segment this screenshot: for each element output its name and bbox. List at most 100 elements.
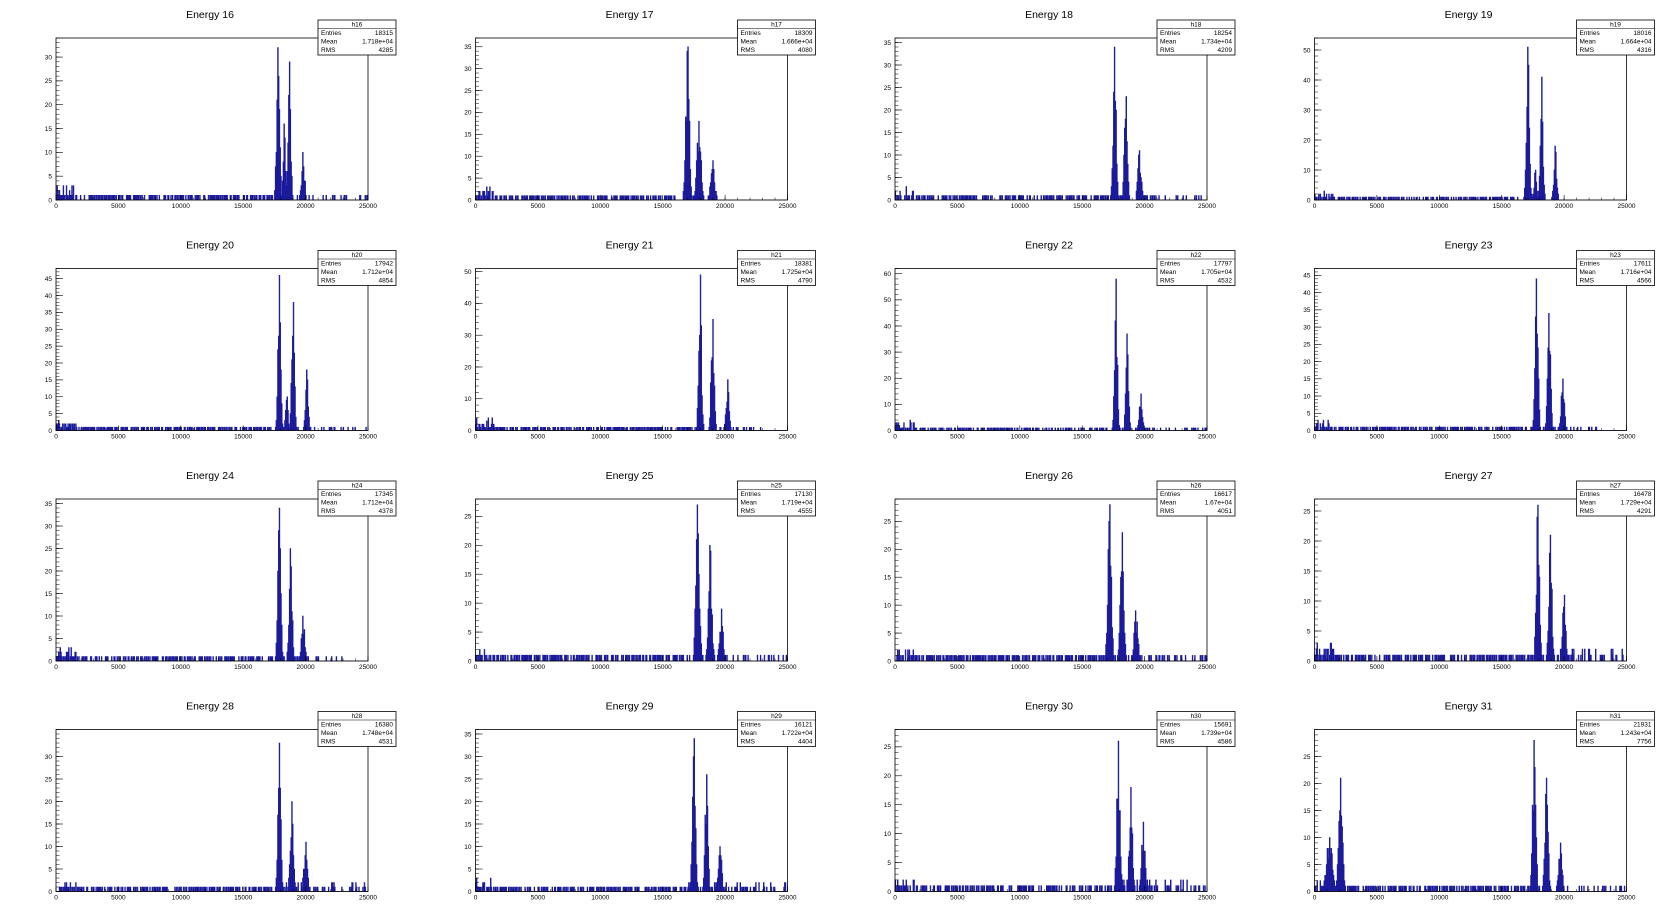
x-tick-label: 0 [54,664,58,671]
x-tick-label: 25000 [1198,895,1216,902]
y-tick-label: 40 [1303,77,1311,84]
y-tick-label: 40 [1303,290,1311,297]
x-tick-label: 15000 [1073,434,1091,441]
stats-rms-value: 4209 [1218,47,1233,54]
x-tick-label: 25000 [1198,434,1216,441]
x-tick-label: 10000 [591,664,609,671]
x-tick-label: 20000 [297,664,315,671]
x-tick-label: 5000 [1370,203,1385,210]
x-tick-label: 20000 [716,434,734,441]
stats-histogram-name: h29 [771,713,782,720]
x-tick-label: 5000 [111,203,126,210]
x-tick-label: 20000 [1136,664,1154,671]
y-tick-label: 25 [1303,342,1311,349]
x-tick-label: 15000 [1493,203,1511,210]
histogram-series [56,742,368,892]
stats-mean-label: Mean [1160,500,1177,507]
stats-histogram-name: h23 [1610,252,1621,259]
y-tick-label: 25 [884,519,892,526]
x-tick-label: 15000 [234,434,252,441]
y-tick-label: 30 [45,54,53,61]
x-tick-label: 10000 [591,895,609,902]
y-tick-label: 5 [468,866,472,873]
histogram-series [55,507,368,662]
chart-title: Energy 23 [1445,240,1493,252]
y-tick-label: 5 [48,173,52,180]
y-tick-label: 5 [887,175,891,182]
chart-title: Energy 31 [1445,701,1493,713]
x-tick-label: 15000 [654,664,672,671]
stats-mean-label: Mean [1580,500,1597,507]
plot-frame [894,498,1208,662]
y-tick-label: 25 [45,776,53,783]
stats-rms-label: RMS [1160,508,1175,515]
y-tick-label: 10 [45,844,53,851]
stats-histogram-name: h20 [352,252,363,259]
y-tick-label: 20 [45,102,53,109]
stats-mean-label: Mean [1580,269,1597,276]
x-tick-label: 10000 [1430,203,1448,210]
plot-frame [475,729,788,892]
y-tick-label: 20 [1303,538,1311,545]
y-tick-label: 5 [1307,411,1311,418]
stats-entries-label: Entries [741,491,762,498]
histogram-series [895,504,1207,662]
x-tick-label: 25000 [359,203,377,210]
x-tick-label: 20000 [1136,203,1154,210]
stats-box: h23 Entries 17611 Mean 1.716e+04 RMS 4566 [1576,250,1655,286]
y-tick-label: 35 [45,501,53,508]
stats-rms-label: RMS [741,47,756,54]
stats-entries-value: 18309 [794,30,812,37]
y-tick-label: 0 [468,658,472,665]
y-tick-label: 30 [45,754,53,761]
x-tick-label: 10000 [1430,895,1448,902]
x-tick-label: 5000 [531,203,546,210]
stats-entries-label: Entries [321,722,342,729]
x-tick-label: 0 [893,434,897,441]
chart-title: Energy 18 [1025,9,1073,21]
histogram-series [1314,278,1627,431]
y-tick-label: 20 [884,547,892,554]
stats-box: h28 Entries 16380 Mean 1.748e+04 RMS 4531 [317,711,397,747]
histogram-panel-h25: Energy 25 0 5 10 15 20 25 0 5000 10000 15000 20000 2… [464,470,816,671]
y-tick-label: 30 [884,349,892,356]
y-tick-label: 0 [1307,428,1311,435]
x-tick-label: 0 [893,664,897,671]
x-tick-label: 10000 [1011,434,1029,441]
y-tick-label: 10 [464,844,472,851]
stats-box: h31 Entries 21931 Mean 1.243e+04 RMS 7756 [1576,711,1655,747]
y-tick-label: 35 [1303,307,1311,314]
y-tick-label: 25 [464,88,472,95]
histogram-series [475,738,788,892]
y-tick-label: 10 [464,396,472,403]
stats-rms-value: 4586 [1218,739,1233,746]
y-tick-label: 40 [884,323,892,330]
stats-mean-label: Mean [741,730,758,737]
y-tick-label: 20 [45,360,53,367]
y-tick-label: 25 [45,343,53,350]
x-tick-label: 15000 [1073,203,1091,210]
y-tick-label: 20 [45,799,53,806]
y-tick-label: 10 [884,831,892,838]
plot-frame [475,498,788,662]
x-tick-label: 20000 [1555,895,1573,902]
stats-entries-label: Entries [1160,491,1181,498]
x-tick-label: 20000 [1555,664,1573,671]
histogram-series [894,740,1207,892]
x-tick-label: 15000 [1073,895,1091,902]
x-tick-label: 20000 [297,203,315,210]
y-tick-label: 5 [468,629,472,636]
x-tick-label: 20000 [297,895,315,902]
x-tick-label: 25000 [778,434,796,441]
y-tick-label: 20 [1303,359,1311,366]
x-tick-label: 5000 [950,664,965,671]
x-tick-label: 5000 [531,895,546,902]
stats-box: h29 Entries 16121 Mean 1.722e+04 RMS 4404 [737,711,816,747]
stats-box: h20 Entries 17942 Mean 1.712e+04 RMS 4854 [317,250,397,286]
y-tick-label: 0 [468,197,472,204]
x-tick-label: 25000 [778,203,796,210]
stats-histogram-name: h30 [1191,713,1202,720]
x-tick-label: 10000 [172,203,190,210]
x-tick-label: 5000 [111,434,126,441]
